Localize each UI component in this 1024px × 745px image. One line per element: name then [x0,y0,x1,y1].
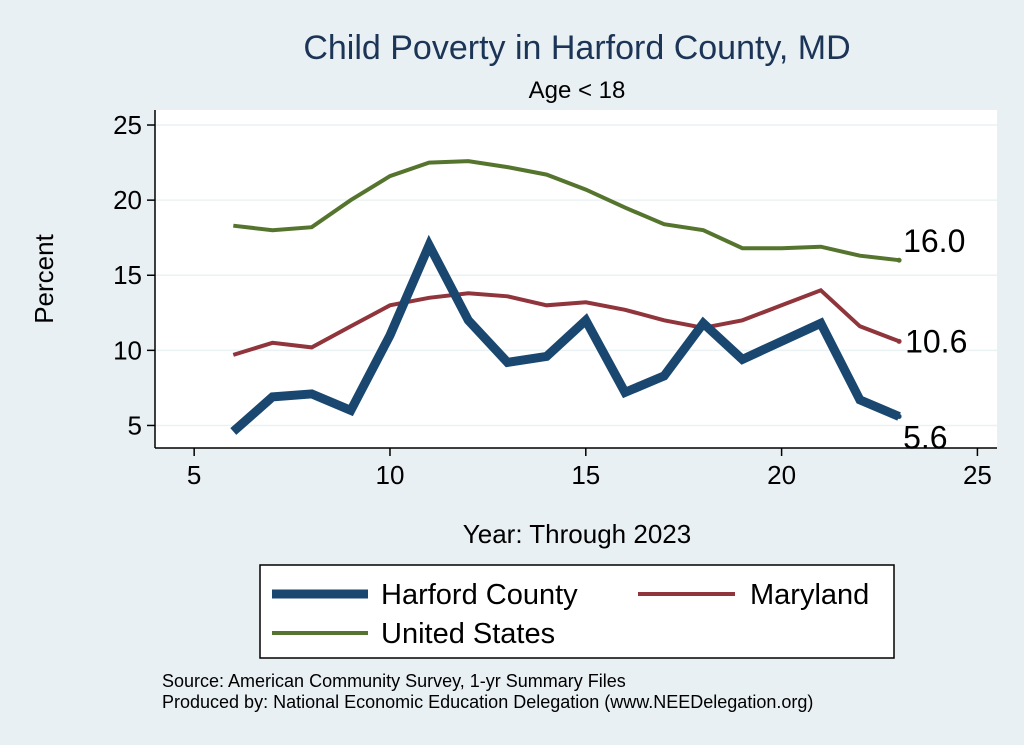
series-group [230,159,902,435]
series-line-maryland [232,287,900,357]
x-ticks: 5 10 15 20 25 [187,448,992,490]
legend-label-harford-county: Harford County [381,579,578,611]
end-point-united-states [896,257,902,263]
x-tick-label-5: 5 [187,460,201,490]
y-axis-title: Percent [29,233,59,323]
x-tick-label-25: 25 [963,460,992,490]
x-axis-title: Year: Through 2023 [463,519,691,549]
y-tick-label-15: 15 [113,260,142,290]
series-line-united-states [233,159,900,263]
producer-note: Produced by: National Economic Education… [162,692,813,712]
series-line-harford-county [230,234,901,435]
x-tick-label-15: 15 [571,460,600,490]
source-note: Source: American Community Survey, 1-yr … [162,671,626,691]
y-tick-label-5: 5 [128,410,142,440]
end-labels: 16.0 10.6 5.6 [903,223,967,455]
end-point-maryland [896,338,902,344]
end-point-harford-county [896,413,902,419]
x-tick-label-20: 20 [767,460,796,490]
y-tick-label-25: 25 [113,110,142,140]
legend-box [259,564,895,659]
chart-subtitle: Age < 18 [529,77,626,104]
x-tick-label-10: 10 [376,460,405,490]
legend: Harford County Maryland United States [259,564,895,659]
grid [155,124,997,427]
end-label-maryland: 10.6 [905,323,967,359]
y-tick-label-20: 20 [113,185,142,215]
y-tick-label-10: 10 [113,335,142,365]
end-label-harford-county: 5.6 [903,419,947,455]
y-ticks: 5 10 15 20 25 [113,110,155,440]
legend-label-united-states: United States [381,618,555,650]
end-label-united-states: 16.0 [903,223,965,259]
chart-title: Child Poverty in Harford County, MD [303,29,850,67]
legend-label-maryland: Maryland [750,579,869,611]
